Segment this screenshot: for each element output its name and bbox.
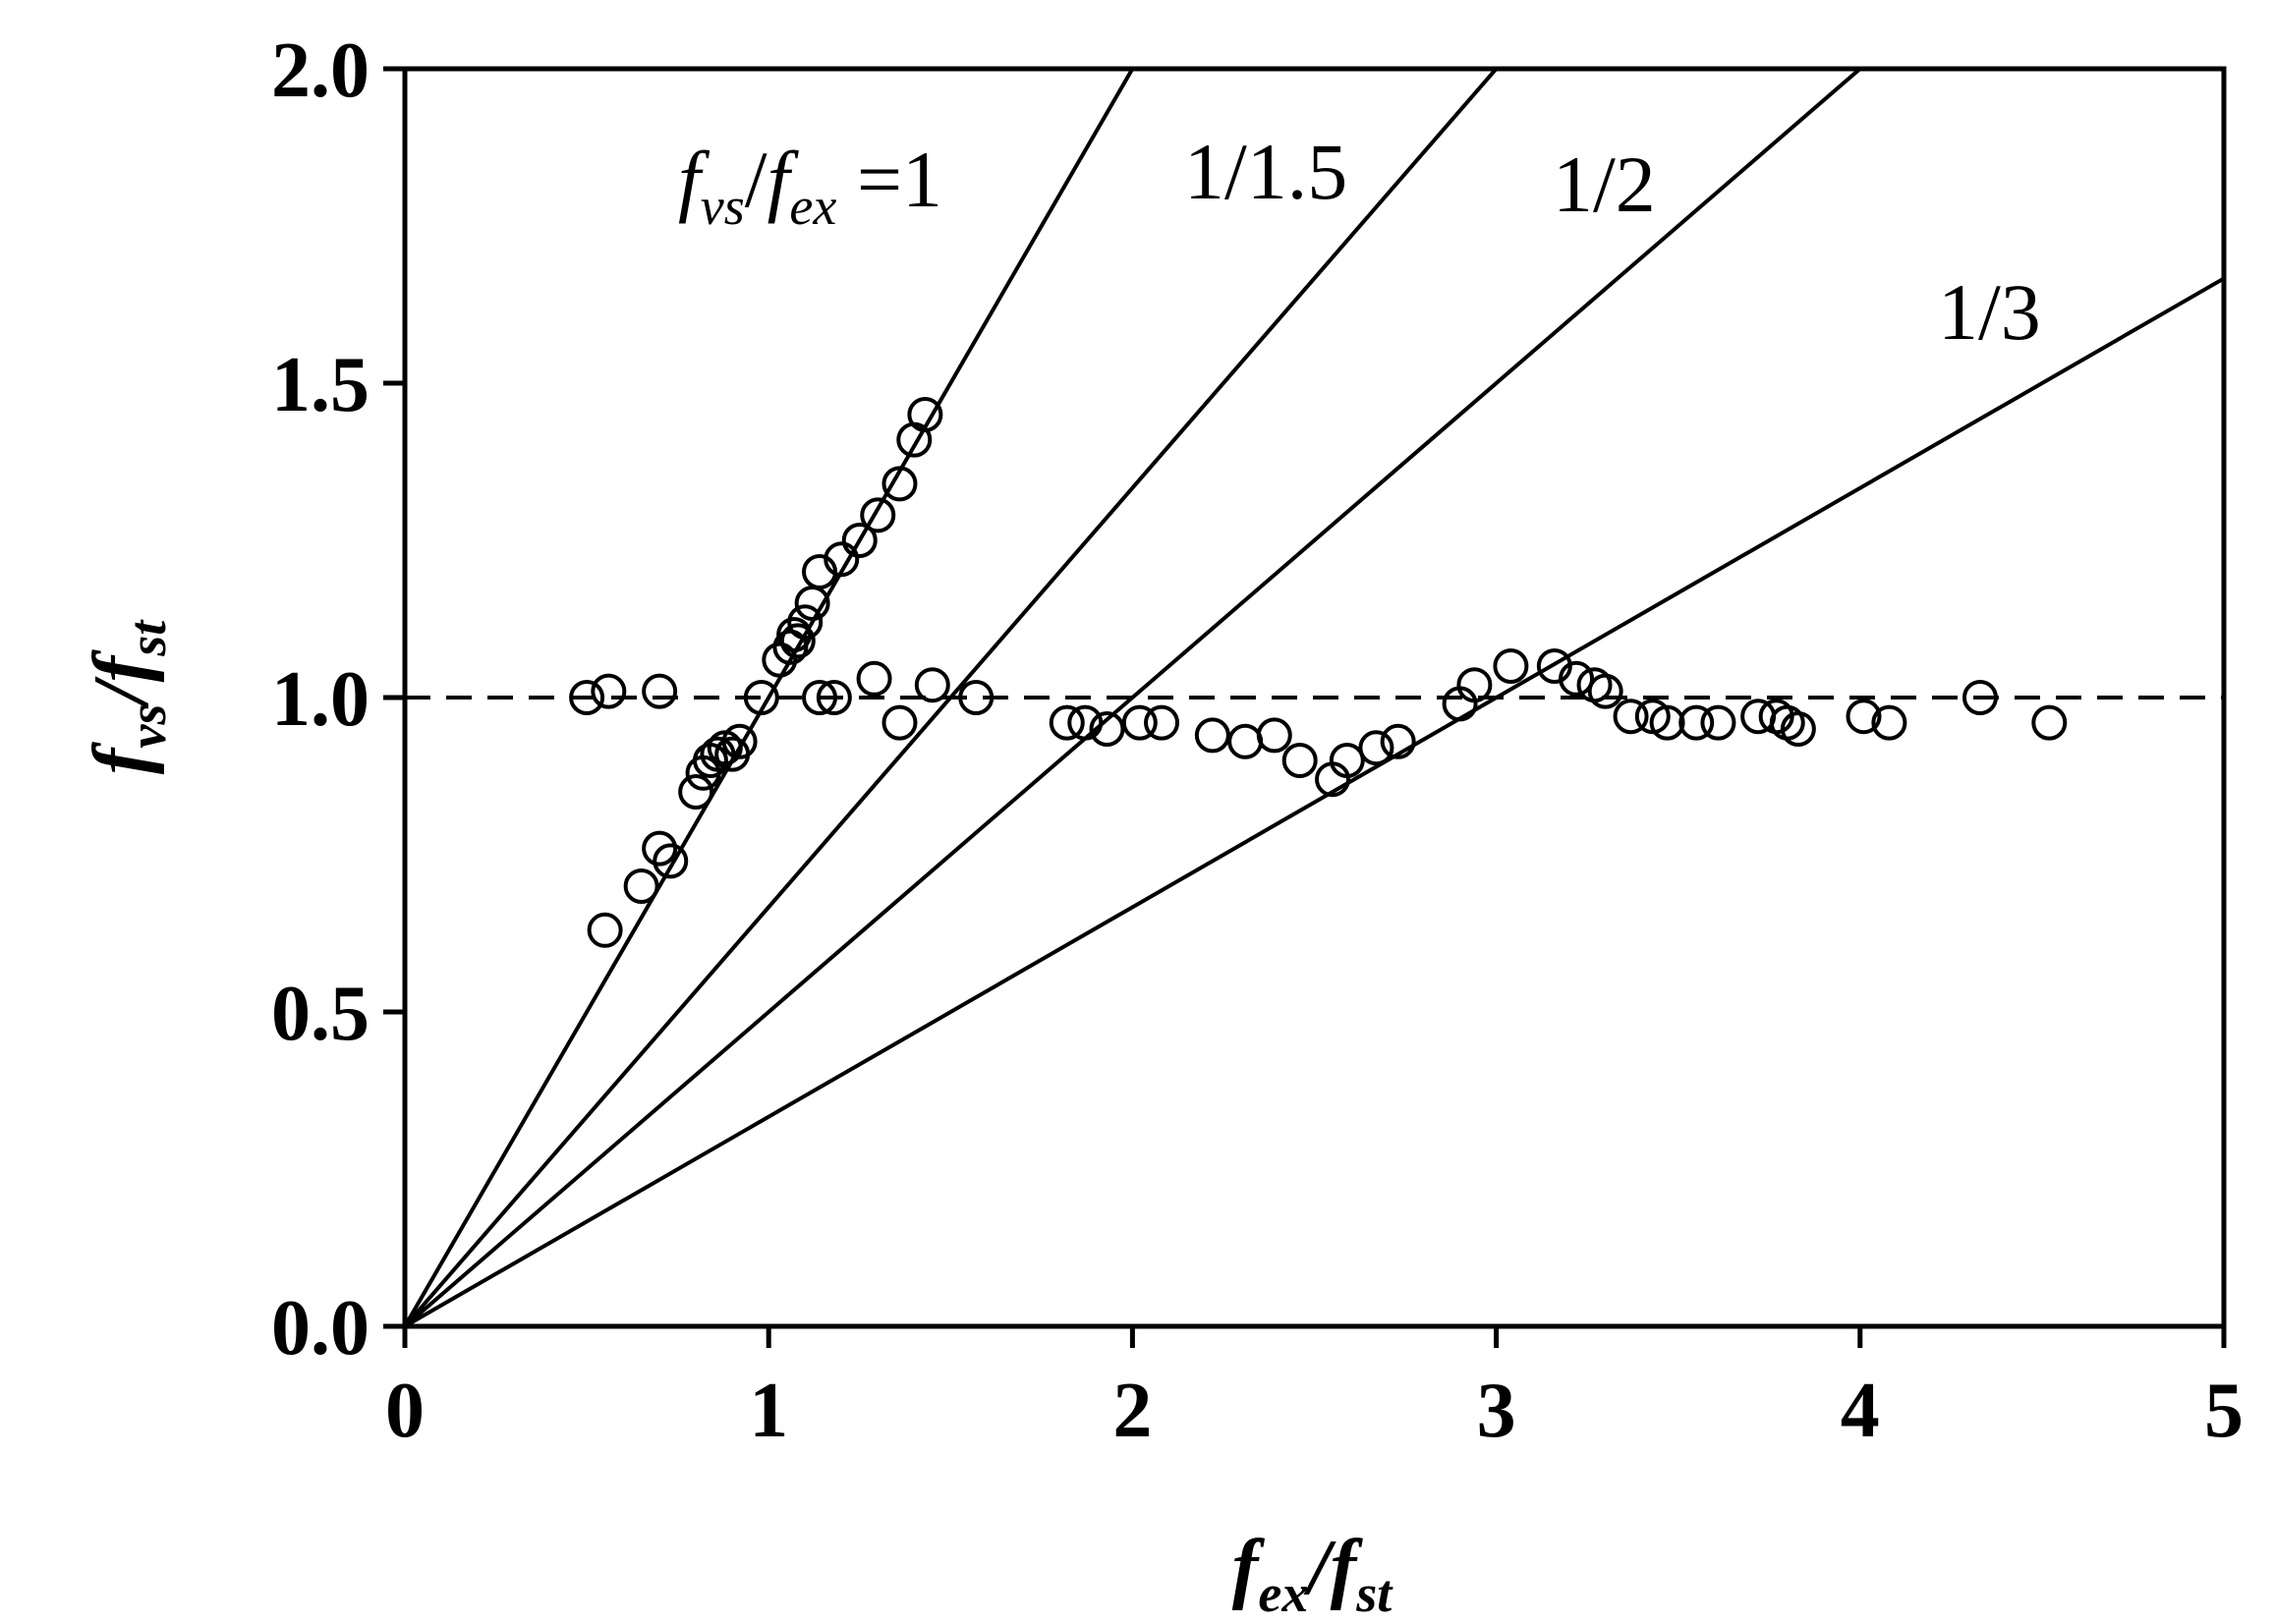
data-point (743, 680, 779, 715)
data-point (1649, 704, 1685, 741)
data-point (1613, 699, 1649, 735)
x-tick-label: 1 (749, 1368, 788, 1454)
data-point (779, 623, 816, 659)
data-point (2031, 704, 2068, 741)
data-point (1067, 704, 1104, 741)
y-axis-title: fvs/fst (79, 619, 177, 775)
data-point (1587, 673, 1623, 709)
data-point (1780, 711, 1816, 747)
data-point (587, 912, 623, 948)
data-point (1961, 680, 1998, 715)
data-point (1227, 723, 1264, 759)
data-point (1329, 743, 1365, 778)
ref-line-label-1-3: 1/3 (1938, 267, 2041, 357)
y-tick-label: 0.0 (271, 1285, 370, 1372)
data-point (1846, 699, 1882, 735)
x-tick-label: 5 (2204, 1368, 2244, 1454)
y-tick-label: 1.5 (271, 342, 370, 428)
data-point (881, 704, 918, 741)
data-point (1678, 704, 1715, 741)
data-point (824, 541, 860, 578)
data-point (1049, 704, 1085, 741)
data-points (569, 397, 2068, 948)
data-point (787, 604, 824, 641)
data-point (1358, 730, 1394, 766)
data-point (907, 397, 943, 432)
ref-line-label-1: fvs/fex =1 (678, 135, 942, 236)
data-point (1281, 743, 1318, 778)
ref-line-slope-2 (403, 69, 1863, 1326)
data-point (958, 680, 995, 715)
ref-line-slope-3 (404, 276, 2225, 1326)
data-point (802, 680, 838, 715)
data-point (1740, 699, 1777, 735)
data-point (678, 774, 714, 810)
x-tick-label: 2 (1112, 1368, 1152, 1454)
data-point (1493, 648, 1529, 684)
data-point (856, 660, 892, 697)
data-point (1456, 667, 1493, 703)
x-axis: 0 1 2 3 4 5 (385, 1326, 2244, 1454)
data-point (721, 723, 758, 759)
data-point (816, 680, 852, 715)
data-point (881, 466, 918, 502)
y-tick-label: 1.0 (271, 656, 370, 743)
data-point (776, 617, 813, 652)
x-tick-label: 0 (385, 1368, 425, 1454)
y-axis: 0.0 0.5 1.0 1.5 2.0 (271, 28, 405, 1372)
data-point (1256, 717, 1292, 754)
x-tick-label: 3 (1477, 1368, 1516, 1454)
data-point (914, 667, 950, 703)
data-point (623, 868, 659, 904)
data-point (642, 830, 678, 867)
data-point (1089, 711, 1125, 747)
x-tick-label: 4 (1841, 1368, 1880, 1454)
ref-line-label-1-2: 1/2 (1553, 140, 1656, 229)
data-point (569, 680, 605, 715)
y-tick-label: 0.5 (271, 971, 370, 1057)
ref-line-label-1-1.5: 1/1.5 (1184, 127, 1347, 216)
data-point (1121, 704, 1158, 741)
data-point (1380, 723, 1416, 759)
y-tick-label: 2.0 (271, 28, 370, 114)
data-point (841, 523, 878, 558)
data-point (642, 673, 678, 709)
data-point (1144, 704, 1180, 741)
data-point (1700, 704, 1736, 741)
data-point (1871, 704, 1907, 741)
data-point (1194, 717, 1230, 754)
data-point (653, 843, 689, 879)
data-point (1559, 660, 1595, 697)
ref-line-slope-1 (403, 69, 1500, 1326)
data-point (860, 497, 896, 533)
x-axis-title: fex/fst (1232, 1525, 1393, 1623)
data-point (591, 673, 627, 709)
